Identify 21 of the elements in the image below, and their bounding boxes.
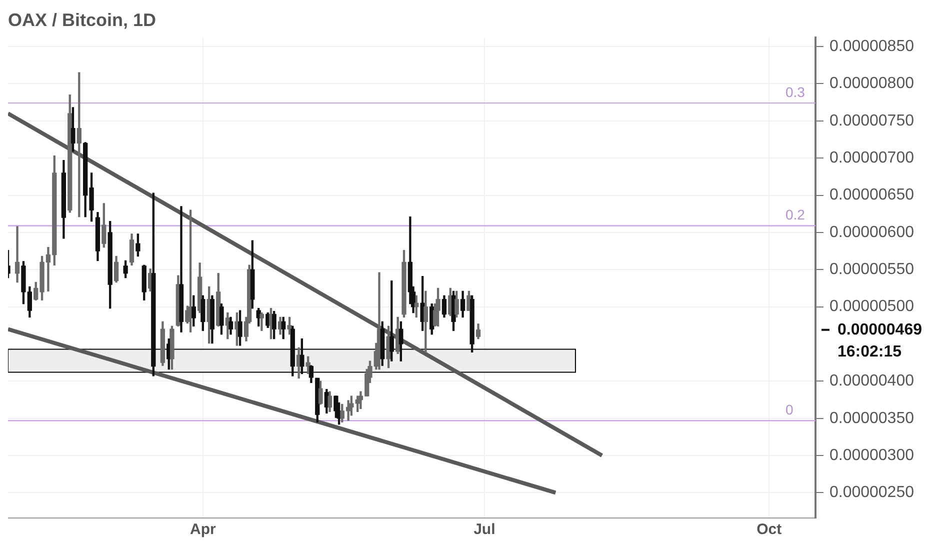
annotation: 0 xyxy=(785,401,794,418)
text: 0.00000469 xyxy=(837,321,922,338)
y-tick-label: 0.00000800 xyxy=(829,75,914,92)
x-tick-label: Oct xyxy=(756,521,782,538)
annotation: 0.2 xyxy=(785,206,806,223)
y-tick-label: 0.00000750 xyxy=(829,112,914,130)
y-tick-label: 0.00000550 xyxy=(829,261,914,278)
y-tick-label: 0.00000600 xyxy=(829,224,914,241)
annotation: 0.3 xyxy=(785,84,806,100)
y-tick-label: 0.00000700 xyxy=(829,149,914,166)
y-tick-label: 0.00000850 xyxy=(829,38,914,55)
y-tick-label: 0.00000250 xyxy=(829,484,914,502)
y-tick-label: 0.00000650 xyxy=(829,186,914,204)
y-tick-label: 0.00000500 xyxy=(829,298,914,316)
y-tick-label: 0.00000300 xyxy=(829,446,914,464)
chart-title: OAX / Bitcoin, 1D xyxy=(8,10,156,30)
y-tick-label: 0.00000400 xyxy=(829,372,914,390)
x-tick-label: Apr xyxy=(190,521,216,538)
y-tick-label: 0.00000350 xyxy=(829,410,914,427)
text: 16:02:15 xyxy=(837,343,902,360)
x-tick-label: Jul xyxy=(474,521,496,538)
